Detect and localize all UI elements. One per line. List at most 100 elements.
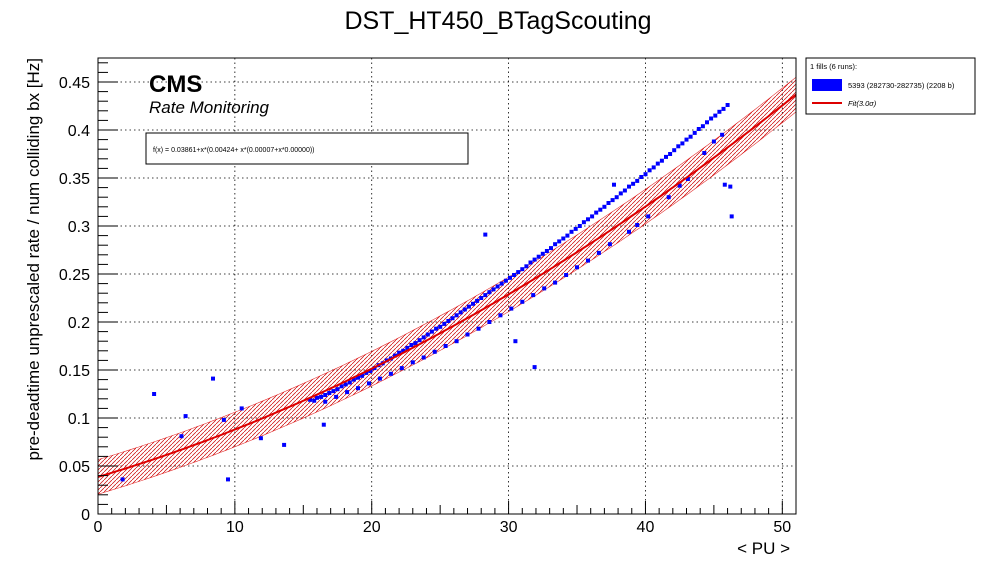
legend-header: 1 fills (6 runs):: [810, 62, 857, 71]
data-point: [549, 246, 553, 251]
data-point: [728, 184, 733, 189]
data-point: [717, 109, 722, 114]
data-point: [639, 175, 644, 179]
data-point: [443, 344, 448, 348]
data-point: [721, 106, 726, 111]
legend-entry-fit: Fit(3.0σ): [848, 99, 877, 108]
cms-label: CMS: [149, 71, 202, 98]
data-point: [544, 249, 549, 253]
data-point: [668, 152, 673, 156]
legend-swatch-data: [812, 79, 842, 91]
data-point: [577, 224, 582, 228]
data-point: [120, 477, 125, 482]
y-tick-label: 0.05: [59, 459, 90, 476]
data-point: [483, 293, 488, 298]
data-point: [676, 144, 681, 149]
data-point: [688, 134, 693, 139]
data-point: [520, 267, 525, 272]
data-point: [417, 338, 422, 343]
data-point: [528, 260, 533, 265]
data-point: [659, 158, 664, 163]
data-point: [409, 343, 414, 347]
data-point: [434, 326, 439, 331]
fit-formula-box: [145, 132, 469, 165]
data-point: [221, 417, 226, 422]
data-point: [475, 298, 480, 303]
data-point: [312, 398, 317, 403]
legend-entry-data: 5393 (282730-282735) (2208 b): [848, 81, 955, 90]
fit-curve: [97, 93, 797, 478]
data-point: [655, 161, 660, 166]
data-point: [532, 365, 537, 370]
data-point: [476, 326, 481, 331]
x-tick-label: 30: [500, 519, 518, 536]
data-point: [722, 182, 727, 187]
data-point: [487, 290, 492, 295]
data-point: [356, 375, 360, 380]
data-point: [590, 214, 595, 219]
data-point: [520, 299, 525, 304]
data-point: [432, 349, 437, 354]
data-point: [536, 254, 541, 259]
data-point: [672, 148, 677, 153]
data-point: [343, 382, 348, 387]
data-point: [508, 275, 512, 280]
data-point: [377, 376, 382, 381]
data-point: [651, 165, 656, 170]
data-point: [610, 198, 615, 203]
data-point: [345, 390, 350, 395]
data-point: [323, 399, 328, 404]
data-point: [450, 316, 455, 321]
data-point: [499, 281, 504, 286]
data-point: [179, 434, 184, 439]
data-point: [466, 304, 471, 309]
data-point: [454, 339, 459, 344]
data-point: [401, 348, 406, 353]
y-tick-label: 0.25: [59, 267, 90, 284]
data-point: [512, 273, 517, 277]
data-point: [685, 177, 690, 181]
data-point: [607, 242, 612, 247]
data-point: [542, 286, 547, 291]
data-point: [696, 127, 701, 131]
data-point: [368, 369, 373, 373]
data-point: [471, 301, 475, 306]
data-point: [720, 132, 725, 137]
data-point: [711, 139, 716, 144]
data-point: [553, 280, 558, 285]
data-point: [458, 310, 463, 315]
y-tick-label: 0.3: [68, 219, 90, 236]
data-point: [646, 214, 651, 219]
y-tick-label: 0: [81, 507, 90, 524]
data-point: [540, 251, 545, 256]
data-point: [487, 320, 492, 324]
data-point: [677, 183, 682, 188]
data-point: [729, 214, 734, 219]
data-point: [211, 376, 215, 381]
data-point: [413, 341, 418, 346]
data-point: [465, 332, 470, 337]
data-point: [364, 370, 369, 375]
data-point: [702, 151, 707, 155]
data-point: [152, 392, 157, 396]
data-point: [421, 335, 426, 340]
data-point: [705, 120, 709, 125]
data-point: [183, 414, 188, 419]
data-point: [622, 188, 627, 193]
data-point: [561, 236, 566, 241]
data-point: [631, 181, 636, 186]
data-point: [347, 380, 352, 385]
data-point: [553, 242, 558, 247]
data-point: [315, 395, 319, 400]
data-point: [438, 324, 443, 329]
data-point: [356, 386, 360, 391]
data-point: [327, 391, 332, 395]
data-point: [483, 232, 488, 237]
x-tick-label: 20: [363, 519, 381, 536]
data-point: [421, 355, 426, 360]
data-point: [282, 442, 287, 447]
data-point: [627, 229, 631, 234]
data-point: [531, 293, 536, 298]
data-point: [503, 278, 508, 283]
data-point: [360, 373, 365, 378]
